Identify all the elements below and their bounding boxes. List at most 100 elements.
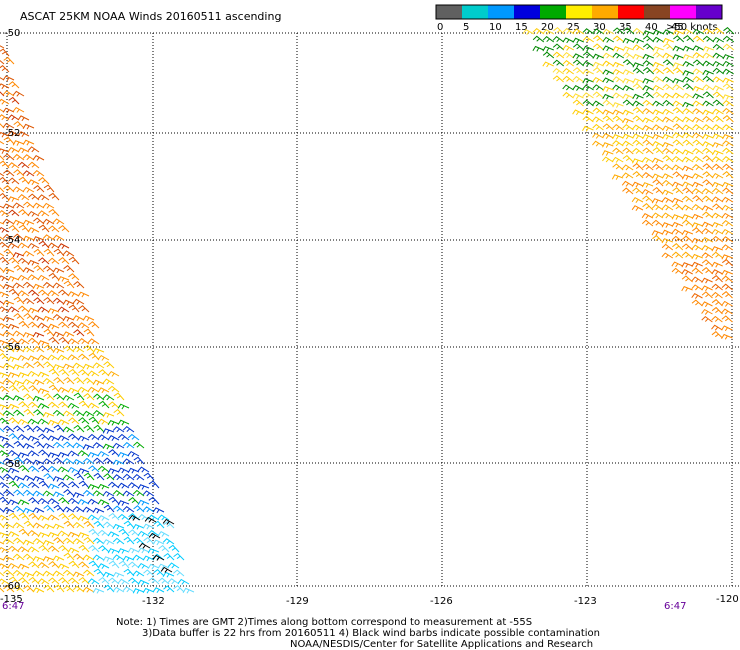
wind-barb [661,173,674,180]
wind-barb [711,235,724,243]
wind-barb [57,243,70,249]
wind-barb [68,577,80,585]
wind-barb [642,99,654,107]
wind-barb [652,235,664,243]
wind-barb [671,228,684,235]
wind-barb [92,347,105,354]
wind-barb [0,114,10,121]
wind-barb [113,408,125,417]
wind-barb [27,450,40,457]
wind-barb [83,536,95,545]
wind-barb [8,224,20,233]
wind-barb [532,35,545,43]
wind-barb [37,371,50,378]
wind-barb [17,194,30,201]
wind-barb [107,468,120,474]
wind-barb [622,117,634,124]
wind-barb [12,106,25,113]
wind-barb [47,498,60,505]
wind-barb [622,93,634,100]
wind-barb [7,306,20,313]
wind-barb [642,53,654,60]
wind-barb [22,571,35,578]
wind-barb [652,186,664,195]
wind-barb [117,467,130,474]
colorbar-label: 30 [593,22,606,33]
wind-barb [622,78,634,84]
wind-barb [148,532,161,539]
wind-barb [682,156,694,163]
wind-barb [652,29,665,36]
wind-barb [682,70,694,76]
wind-barb [42,442,55,449]
wind-barb [662,116,674,123]
wind-barb [712,60,724,67]
wind-barb [147,530,160,537]
lon-label: -129 [286,596,309,607]
wind-barb [53,584,65,593]
wind-barb [691,253,703,260]
wind-barb [53,248,65,257]
wind-barb [3,185,15,193]
wind-barb [32,395,45,402]
wind-barb [63,345,75,353]
wind-barb [0,571,5,577]
wind-barb [137,562,150,569]
wind-barb [671,221,684,228]
wind-barb [88,560,100,569]
wind-barb [0,160,10,169]
wind-barb [692,59,705,67]
wind-barb [662,179,674,187]
wind-barb [13,312,25,321]
wind-barb [133,456,145,465]
colorbar-swatch [618,5,644,19]
wind-barb [72,315,85,321]
wind-barb [532,45,544,52]
wind-barb [632,133,644,140]
wind-barb [127,547,140,554]
wind-barb [721,204,734,211]
wind-barb [722,187,734,195]
wind-barb [0,59,5,65]
wind-barb [32,202,45,209]
wind-barb [692,164,704,171]
wind-barb [22,170,35,177]
wind-barb [722,100,734,107]
wind-barb [18,577,30,585]
wind-barb [2,555,15,562]
wind-barb [0,291,10,298]
wind-barb [692,28,705,35]
wind-barb [0,91,5,97]
wind-barb [68,273,80,281]
wind-barb [662,59,675,67]
wind-barb [107,548,120,554]
wind-barb [122,458,135,465]
wind-barb [642,195,654,203]
wind-barb [57,530,70,537]
wind-barb [57,563,70,570]
wind-barb [602,123,614,131]
wind-barb [82,363,95,370]
wind-barb [2,316,15,322]
wind-barb [118,560,130,569]
wind-barb [721,219,734,227]
wind-barb [12,475,25,482]
wind-barb [182,587,195,594]
wind-barb [7,147,20,153]
wind-barb [37,210,50,217]
wind-barb [23,585,35,593]
wind-barb [681,149,694,156]
wind-barb [167,562,180,569]
wind-barb [57,451,70,458]
wind-barb [612,140,624,147]
wind-barb [0,492,5,497]
wind-barb [72,346,85,353]
wind-barb [582,115,594,123]
wind-barb [158,544,170,553]
wind-barb [711,283,723,291]
wind-barb [53,457,65,465]
wind-barb [17,563,30,570]
wind-barb [137,530,150,537]
wind-barb [52,409,65,417]
wind-barb [2,410,15,417]
